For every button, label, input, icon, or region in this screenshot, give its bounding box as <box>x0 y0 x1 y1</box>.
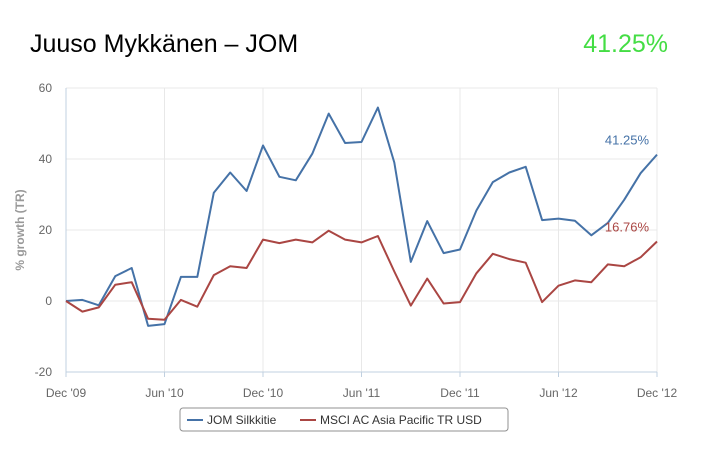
end-labels: 41.25% 16.76% <box>605 133 650 235</box>
total-return-value: 41.25% <box>583 30 668 58</box>
legend-box <box>179 407 509 432</box>
y-tick-labels: 60 40 20 0 -20 <box>35 81 53 379</box>
x-tick-labels: Dec '09 Jun '10 Dec '10 Jun '11 Dec '11 Jun '… <box>46 386 678 400</box>
x-tick-label: Jun '12 <box>539 386 578 400</box>
x-tick-label: Jun '10 <box>145 386 184 400</box>
series-line-jom <box>65 106 658 327</box>
legend-item-jom[interactable]: JOM Silkkitie <box>207 413 277 427</box>
x-tick-label: Dec '10 <box>243 386 284 400</box>
series-group <box>65 106 658 327</box>
x-tick-label: Dec '09 <box>46 386 87 400</box>
chart-title: Juuso Mykkänen – JOM <box>30 30 299 58</box>
y-axis-label: % growth (TR) <box>13 189 27 270</box>
y-tick-label: -20 <box>35 365 53 379</box>
y-tick-label: 20 <box>39 223 53 237</box>
y-tick-label: 60 <box>39 81 53 95</box>
series-line-msci <box>65 229 658 321</box>
end-label-jom: 41.25% <box>605 133 650 148</box>
x-tick-label: Dec '11 <box>440 386 480 400</box>
legend-item-msci[interactable]: MSCI AC Asia Pacific TR USD <box>320 413 482 427</box>
gridlines <box>65 87 658 377</box>
axes <box>65 88 657 373</box>
y-tick-label: 0 <box>45 294 52 308</box>
end-label-msci: 16.76% <box>605 220 650 235</box>
x-tick-label: Dec '12 <box>637 386 678 400</box>
x-tick-label: Jun '11 <box>343 386 381 400</box>
y-tick-label: 40 <box>39 152 53 166</box>
legend[interactable]: JOM Silkkitie MSCI AC Asia Pacific TR US… <box>179 407 509 432</box>
